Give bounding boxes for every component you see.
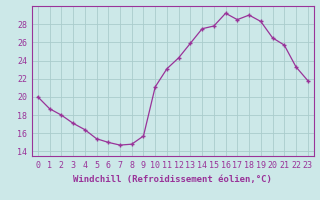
X-axis label: Windchill (Refroidissement éolien,°C): Windchill (Refroidissement éolien,°C) (73, 175, 272, 184)
